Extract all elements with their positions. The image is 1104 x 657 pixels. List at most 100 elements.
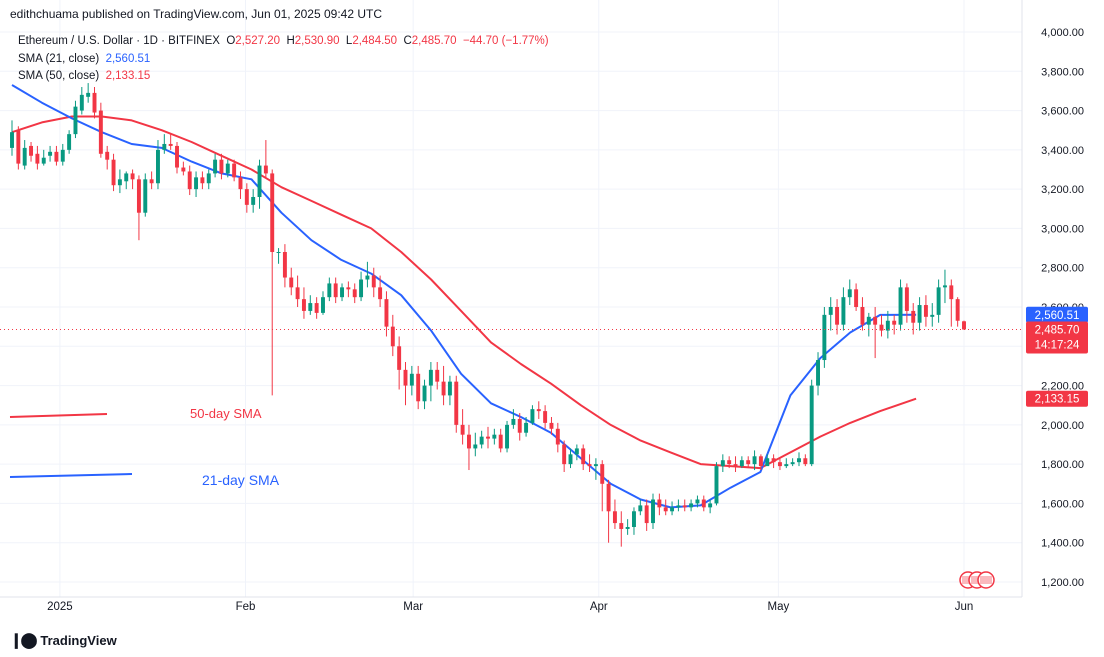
- candle[interactable]: [390, 314, 395, 357]
- candle[interactable]: [124, 171, 129, 190]
- candle[interactable]: [48, 145, 53, 162]
- candle[interactable]: [644, 499, 649, 531]
- candle[interactable]: [263, 140, 268, 178]
- candle[interactable]: [536, 401, 541, 419]
- candle[interactable]: [156, 140, 160, 190]
- candle[interactable]: [854, 283, 859, 311]
- candle[interactable]: [327, 277, 332, 302]
- candle[interactable]: [746, 456, 751, 469]
- candle[interactable]: [765, 454, 770, 467]
- candle[interactable]: [257, 159, 262, 209]
- candle[interactable]: [251, 189, 256, 213]
- candle[interactable]: [384, 291, 389, 337]
- candle[interactable]: [352, 283, 357, 304]
- candle[interactable]: [904, 283, 909, 323]
- candle[interactable]: [200, 171, 205, 190]
- candle[interactable]: [460, 409, 465, 445]
- candle[interactable]: [962, 320, 966, 330]
- candle[interactable]: [790, 458, 795, 467]
- candle[interactable]: [219, 153, 224, 180]
- candle[interactable]: [422, 379, 427, 410]
- candle[interactable]: [708, 499, 713, 514]
- candle[interactable]: [505, 420, 510, 453]
- candle[interactable]: [308, 295, 313, 315]
- candle[interactable]: [441, 365, 446, 406]
- sma21-line[interactable]: [11, 84, 917, 509]
- symbol-legend[interactable]: Ethereum / U.S. Dollar · 1D · BITFINEX O…: [18, 35, 549, 47]
- candle[interactable]: [663, 499, 668, 516]
- candle[interactable]: [860, 297, 865, 331]
- candle[interactable]: [346, 281, 351, 298]
- candle[interactable]: [714, 462, 719, 506]
- candle[interactable]: [530, 405, 535, 425]
- candle[interactable]: [784, 458, 789, 469]
- candle[interactable]: [955, 297, 960, 327]
- candle[interactable]: [911, 303, 916, 335]
- candle[interactable]: [720, 454, 725, 472]
- candle[interactable]: [149, 171, 154, 190]
- candle[interactable]: [86, 83, 91, 103]
- candle[interactable]: [289, 267, 294, 296]
- candle[interactable]: [517, 413, 522, 441]
- candle[interactable]: [676, 499, 681, 512]
- candle[interactable]: [213, 153, 218, 178]
- candle[interactable]: [543, 405, 548, 429]
- us-flag-icon[interactable]: [977, 571, 995, 589]
- candle[interactable]: [435, 362, 440, 390]
- candle[interactable]: [600, 460, 605, 512]
- candle[interactable]: [92, 87, 97, 119]
- candle[interactable]: [866, 312, 871, 337]
- candle[interactable]: [371, 267, 376, 298]
- candle[interactable]: [168, 134, 173, 150]
- candle[interactable]: [175, 142, 179, 174]
- candle[interactable]: [270, 169, 275, 396]
- candle[interactable]: [682, 499, 687, 512]
- candle[interactable]: [466, 424, 471, 471]
- candle[interactable]: [60, 143, 65, 166]
- candle[interactable]: [162, 134, 167, 154]
- candle[interactable]: [365, 261, 370, 288]
- candle[interactable]: [892, 314, 897, 335]
- candle[interactable]: [670, 501, 675, 516]
- candle[interactable]: [130, 169, 135, 190]
- candle[interactable]: [232, 159, 237, 182]
- candle[interactable]: [809, 379, 814, 467]
- candle[interactable]: [498, 428, 503, 453]
- candle[interactable]: [454, 375, 459, 433]
- candle[interactable]: [321, 291, 325, 315]
- candle[interactable]: [701, 495, 706, 512]
- candle[interactable]: [574, 444, 579, 461]
- candle[interactable]: [524, 417, 529, 437]
- candle[interactable]: [511, 409, 516, 429]
- candle[interactable]: [555, 422, 560, 453]
- candle[interactable]: [416, 365, 421, 410]
- candle[interactable]: [606, 479, 611, 543]
- candle[interactable]: [651, 493, 655, 529]
- candle[interactable]: [581, 444, 586, 471]
- candle[interactable]: [923, 295, 928, 327]
- candle[interactable]: [244, 183, 249, 213]
- sma50-line[interactable]: [11, 115, 917, 470]
- candle[interactable]: [136, 175, 141, 241]
- candle[interactable]: [428, 362, 433, 402]
- candle[interactable]: [733, 456, 738, 472]
- candle[interactable]: [752, 450, 757, 471]
- candle[interactable]: [727, 456, 732, 469]
- candle[interactable]: [632, 507, 636, 535]
- candle[interactable]: [486, 426, 490, 449]
- candle[interactable]: [841, 287, 846, 331]
- candle[interactable]: [797, 452, 801, 467]
- candle[interactable]: [314, 297, 319, 319]
- candle[interactable]: [873, 307, 878, 359]
- candle[interactable]: [917, 297, 922, 331]
- candle[interactable]: [276, 248, 281, 264]
- candle[interactable]: [828, 297, 833, 331]
- candle[interactable]: [301, 287, 306, 319]
- candle[interactable]: [758, 454, 763, 471]
- candle[interactable]: [98, 102, 103, 158]
- candle[interactable]: [225, 159, 230, 178]
- candle[interactable]: [333, 277, 338, 304]
- candle[interactable]: [803, 454, 808, 467]
- candle[interactable]: [949, 279, 954, 327]
